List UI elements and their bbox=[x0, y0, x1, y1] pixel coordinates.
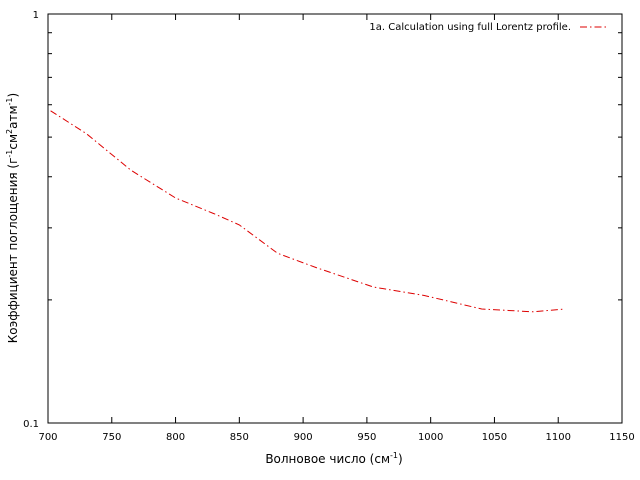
x-tick-label: 850 bbox=[230, 432, 249, 443]
x-tick-label: 950 bbox=[357, 432, 376, 443]
x-tick-label: 900 bbox=[294, 432, 313, 443]
series-layer bbox=[50, 110, 565, 313]
y-tick-label: 0.1 bbox=[23, 419, 39, 430]
x-tick-label: 1150 bbox=[609, 432, 634, 443]
x-tick-label: 700 bbox=[38, 432, 57, 443]
y-axis: 0.11 bbox=[23, 10, 622, 430]
x-axis-title: Волновое число (см-1) bbox=[265, 451, 402, 466]
x-tick-label: 750 bbox=[102, 432, 121, 443]
x-tick-label: 1000 bbox=[418, 432, 443, 443]
plot-frame bbox=[47, 13, 623, 424]
plot-border bbox=[47, 13, 623, 424]
legend: 1a. Calculation using full Lorentz profi… bbox=[369, 22, 608, 33]
y-axis-title: Коэффициент поглощения (г-1см2атм-1) bbox=[5, 93, 20, 343]
series-line bbox=[50, 110, 565, 313]
legend-label: 1a. Calculation using full Lorentz profi… bbox=[369, 22, 571, 33]
y-tick-label: 1 bbox=[33, 10, 39, 21]
x-tick-label: 1100 bbox=[545, 432, 570, 443]
x-axis: 700 750 800 850 900 950 1000 1050 1100 1150 bbox=[38, 14, 635, 443]
x-tick-label: 800 bbox=[166, 432, 185, 443]
x-tick-label: 1050 bbox=[482, 432, 507, 443]
